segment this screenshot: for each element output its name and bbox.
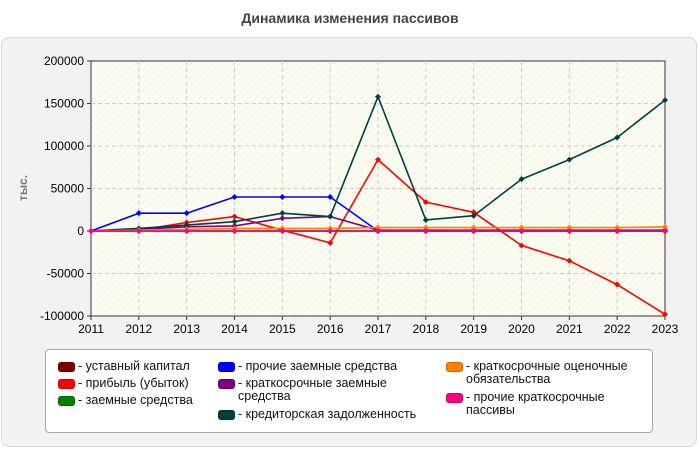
data-point: [662, 223, 668, 230]
chart-title: Динамика изменения пассивов: [241, 10, 459, 26]
legend-swatch: [58, 396, 75, 406]
x-tick-label: 2019: [460, 322, 487, 336]
x-tick-label: 2022: [604, 322, 631, 336]
data-point: [279, 215, 286, 222]
legend-item[interactable]: - краткосрочные оценочные обязательства: [446, 360, 651, 386]
y-tick-label: 150000: [44, 97, 84, 111]
x-tick-label: 2023: [652, 322, 679, 336]
data-point: [375, 224, 381, 231]
legend-item[interactable]: - прочие краткосрочные пассивы: [446, 391, 651, 417]
data-point: [279, 194, 286, 200]
data-point: [231, 194, 238, 200]
legend-label: - прибыль (убыток): [78, 376, 189, 390]
x-tick-label: 2020: [508, 322, 535, 336]
legend-label: - заемные средства: [78, 393, 193, 407]
data-point: [566, 224, 573, 231]
data-point: [375, 228, 381, 234]
y-tick-label: 0: [77, 224, 84, 238]
y-tick-label: 200000: [44, 54, 84, 68]
data-point: [375, 156, 381, 163]
legend-item[interactable]: - уставный капитал: [58, 360, 263, 373]
data-point: [231, 228, 238, 234]
x-tick-label: 2013: [173, 322, 200, 336]
data-point: [662, 228, 668, 234]
data-point: [614, 281, 621, 288]
legend-item[interactable]: - краткосрочные заемные средства: [218, 377, 423, 403]
legend: - уставный капитал - прибыль (убыток) - за…: [45, 349, 653, 433]
x-tick-label: 2016: [317, 322, 344, 336]
data-point: [327, 228, 334, 234]
data-point: [518, 242, 525, 249]
data-point: [614, 224, 621, 231]
data-point: [614, 228, 621, 234]
data-point: [422, 228, 429, 234]
x-tick-label: 2015: [269, 322, 296, 336]
legend-item[interactable]: - заемные средства: [58, 394, 263, 407]
legend-label: - уставный капитал: [78, 359, 190, 373]
data-point: [88, 228, 94, 234]
series-lines: [88, 93, 668, 318]
legend-swatch: [446, 362, 463, 372]
data-point: [566, 156, 573, 163]
data-point: [518, 224, 525, 231]
legend-swatch: [218, 410, 235, 420]
data-point: [327, 194, 334, 200]
legend-item[interactable]: - прибыль (убыток): [58, 377, 263, 390]
legend-label: - прочие заемные средства: [238, 359, 398, 373]
x-tick-label: 2017: [365, 322, 392, 336]
data-point: [183, 222, 190, 229]
x-tick-label: 2012: [125, 322, 152, 336]
data-point: [375, 93, 381, 100]
data-point: [422, 216, 429, 223]
data-point: [183, 210, 190, 217]
y-tick-label: 50000: [51, 182, 85, 196]
legend-label: - кредиторская задолженность: [238, 407, 417, 421]
data-point: [566, 228, 573, 234]
data-point: [470, 228, 477, 234]
data-point: [566, 257, 573, 264]
x-tick-label: 2014: [221, 322, 248, 336]
legend-swatch: [218, 362, 235, 372]
legend-item[interactable]: - прочие заемные средства: [218, 360, 423, 373]
data-point: [135, 210, 142, 217]
x-tick-label: 2011: [78, 322, 104, 336]
legend-label: - краткосрочные заемные средства: [238, 376, 387, 403]
data-point: [518, 176, 525, 183]
legend-swatch: [218, 379, 235, 389]
data-point: [518, 228, 525, 234]
data-point: [470, 212, 477, 219]
legend-swatch: [58, 379, 75, 389]
legend-swatch: [446, 393, 463, 403]
y-tick-label: -50000: [47, 267, 85, 281]
data-point: [327, 213, 334, 220]
data-point: [279, 210, 286, 217]
y-tick-label: -100000: [40, 309, 84, 323]
data-point: [422, 224, 429, 231]
data-point: [327, 239, 334, 246]
legend-item[interactable]: - кредиторская задолженность: [218, 408, 423, 421]
x-tick-label: 2018: [412, 322, 439, 336]
data-point: [183, 228, 190, 234]
data-point: [231, 213, 238, 220]
data-point: [422, 199, 429, 206]
x-tick-label: 2021: [556, 322, 583, 336]
legend-label: - прочие краткосрочные пассивы: [466, 390, 605, 417]
data-point: [614, 134, 621, 141]
y-tick-label: 100000: [44, 139, 84, 153]
axis-labels: 200000150000100000500000-50000-100000201…: [40, 54, 679, 336]
data-point: [662, 97, 668, 104]
data-point: [279, 228, 286, 234]
data-point: [470, 224, 477, 231]
legend-label: - краткосрочные оценочные обязательства: [466, 359, 628, 386]
data-point: [135, 228, 142, 234]
data-point: [662, 311, 668, 318]
data-point: [231, 218, 238, 225]
y-axis-label: тыс.: [16, 175, 30, 201]
legend-swatch: [58, 362, 75, 372]
